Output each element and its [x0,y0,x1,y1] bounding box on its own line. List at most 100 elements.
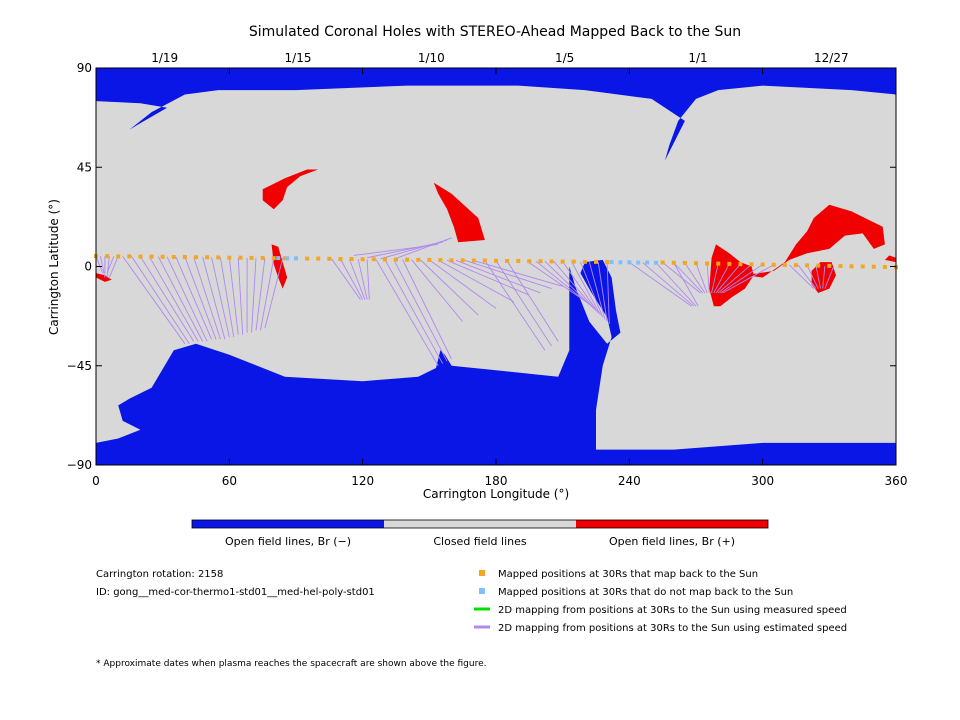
x-tick-label: 60 [222,474,237,488]
mapping-line [251,257,257,333]
negative-hole-1 [96,259,896,465]
mapped-point [682,260,687,265]
y-tick-label: 0 [84,260,92,274]
colorbar-segment [384,520,576,528]
legend-label: 2D mapping from positions at 30Rs to the… [498,623,847,634]
mapping-line [228,257,239,335]
mapped-point [160,254,165,259]
mapping-line [797,264,817,289]
positive-hole-3 [271,244,288,289]
mapping-line [562,261,599,314]
y-tick-label: 45 [77,160,92,174]
mapped-point [405,257,410,262]
mapping-line [629,261,692,307]
mapping-line [393,259,448,362]
mapped-point [216,255,221,260]
mapping-line [711,263,719,294]
top-date-axis: 1/19 1/15 1/10 1/5 1/1 12/27 [151,51,848,65]
mapped-point [349,257,354,262]
mapped-point [249,255,254,260]
positive-hole-2 [433,182,485,243]
mapping-line [348,258,366,300]
mapped-point [860,264,865,269]
mapped-point [105,254,110,259]
mapped-point [760,262,765,267]
mapped-point [671,260,676,265]
footnote: * Approximate dates when plasma reaches … [96,659,487,669]
mapped-point [116,254,121,259]
mapped-point [694,261,698,266]
mapping-line [331,258,361,300]
colorbar-label: Open field lines, Br (−) [225,535,351,548]
mapped-point [182,255,187,260]
mapped-point [360,257,365,262]
x-tick-label: 300 [751,474,774,488]
negative-hole-0 [96,68,896,161]
mapping-line [193,257,221,340]
mapping-line [673,262,699,307]
mapped-point [271,256,276,261]
mapped-point [782,262,787,267]
mapping-line [722,264,774,294]
colorbar-label: Closed field lines [433,535,527,548]
plot-area [94,67,898,466]
mapping-line [713,263,730,294]
date-label: 1/1 [688,51,707,65]
mapping-line [815,265,821,289]
mapped-point [460,258,465,263]
mapped-point [594,259,598,264]
x-axis: 0 60 120 180 240 300 360 [92,68,907,488]
date-label: 1/19 [151,51,178,65]
mapping-line [202,257,226,340]
mapping-line [455,259,541,294]
mapping-line [357,259,368,300]
mapping-line [411,259,464,322]
mapping-line [220,257,235,338]
mapped-point [127,254,132,259]
mapping-line [106,256,110,278]
mapping-line [366,259,370,300]
y-axis-label: Carrington Latitude (°) [47,199,61,335]
mapped-point [582,259,587,264]
positive-hole-7 [884,255,896,263]
mapping-line [662,262,701,294]
mapped-point [305,256,310,261]
unmapped-point [627,260,632,265]
mapping-line [715,263,741,294]
mapping-line [580,261,604,318]
mapping-line [717,263,752,294]
mapped-point [538,259,543,264]
y-tick-label: 90 [77,61,92,75]
mapped-point [171,255,176,260]
y-tick-label: −45 [67,359,92,373]
mapping-line [806,265,819,289]
mapping-line [720,264,763,294]
model-id: ID: gong__med-cor-thermo1-std01__med-hel… [96,587,375,598]
unmapped-point [294,256,298,261]
colorbar-segment [576,520,768,528]
unmapped-point [618,260,623,265]
legend-label: Mapped positions at 30Rs that do not map… [498,587,793,598]
mapping-line [429,259,497,309]
mapped-point [794,263,798,268]
mapping-line [473,260,563,287]
mapped-point [827,263,832,268]
legend: Mapped positions at 30Rs that map back t… [474,569,847,634]
x-tick-label: 240 [618,474,641,488]
mapped-point [227,255,232,260]
mapping-line [140,256,195,342]
mapping-line [184,256,217,340]
mapping-line [706,263,710,294]
mapped-point [238,255,243,260]
mapped-point [205,255,210,260]
mapped-point [505,258,510,263]
mapped-point [771,262,776,267]
mapped-point [660,260,665,265]
legend-marker [479,570,485,576]
date-label: 1/15 [285,51,312,65]
mapped-point [338,257,343,262]
x-tick-label: 360 [885,474,908,488]
mapped-point [716,261,721,266]
date-label: 1/5 [555,51,574,65]
mapping-line [673,262,703,294]
